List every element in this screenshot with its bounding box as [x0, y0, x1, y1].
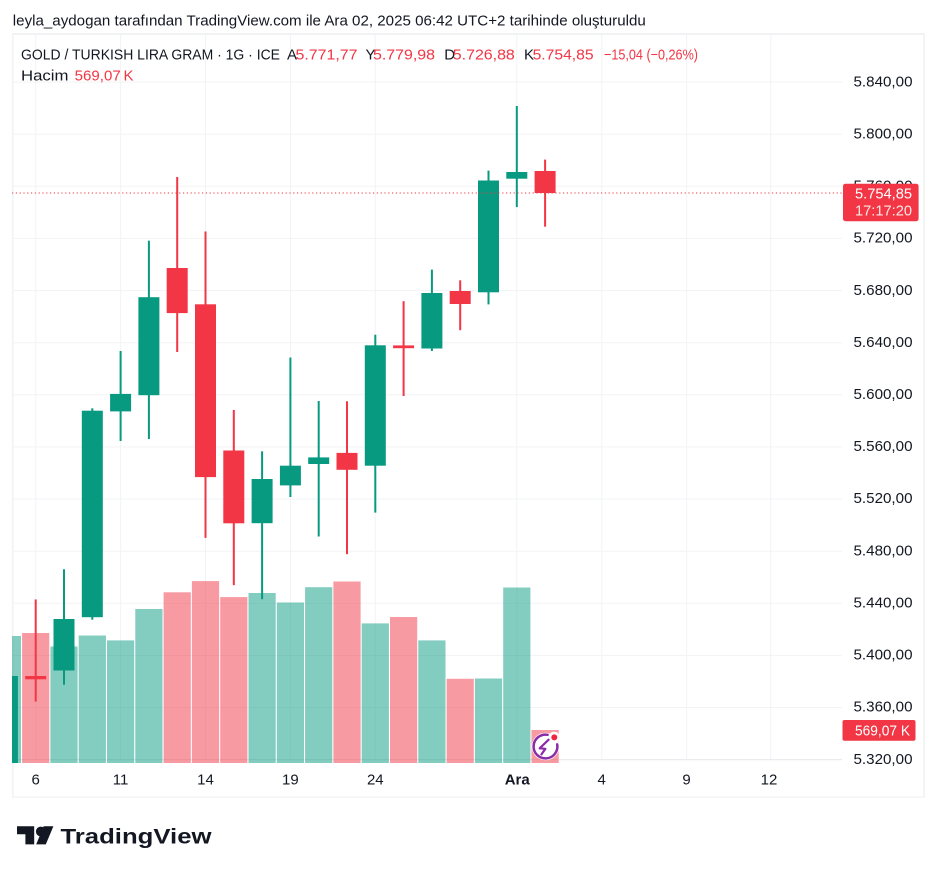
svg-text:Ara: Ara [505, 772, 531, 789]
svg-text:5.771,77: 5.771,77 [296, 47, 358, 64]
svg-text:5.520,00: 5.520,00 [854, 490, 913, 507]
svg-text:GOLD / TURKISH LIRA GRAM · 1G: GOLD / TURKISH LIRA GRAM · 1G · ICE [21, 47, 280, 64]
svg-text:5.680,00: 5.680,00 [854, 282, 913, 299]
svg-text:14: 14 [197, 772, 214, 789]
svg-text:17:17:20: 17:17:20 [855, 203, 912, 220]
svg-text:5.640,00: 5.640,00 [854, 334, 913, 351]
svg-text:5.726,88: 5.726,88 [453, 47, 515, 64]
svg-text:K: K [524, 47, 534, 64]
svg-text:5.754,85: 5.754,85 [855, 185, 912, 202]
svg-text:5.600,00: 5.600,00 [854, 386, 913, 403]
svg-text:569,07: 569,07 [75, 68, 121, 85]
svg-text:5.779,98: 5.779,98 [373, 47, 435, 64]
svg-text:K: K [124, 68, 134, 85]
svg-text:5.440,00: 5.440,00 [854, 594, 913, 611]
svg-text:−15,04 (−0,26%): −15,04 (−0,26%) [604, 47, 698, 64]
svg-text:19: 19 [282, 772, 299, 789]
svg-text:5.480,00: 5.480,00 [854, 542, 913, 559]
svg-text:leyla_aydogan tarafından Tradi: leyla_aydogan tarafından TradingView.com… [13, 13, 646, 30]
svg-text:24: 24 [367, 772, 384, 789]
svg-text:12: 12 [761, 772, 778, 789]
svg-text:TradingView: TradingView [61, 825, 212, 849]
svg-text:5.320,00: 5.320,00 [854, 751, 913, 768]
svg-text:569,07 K: 569,07 K [855, 722, 910, 739]
svg-text:5.720,00: 5.720,00 [854, 230, 913, 247]
svg-text:5.840,00: 5.840,00 [854, 73, 913, 90]
svg-text:5.754,85: 5.754,85 [533, 47, 594, 64]
svg-text:6: 6 [32, 772, 40, 789]
svg-text:Y: Y [366, 47, 376, 64]
svg-text:D: D [444, 47, 455, 64]
svg-text:5.400,00: 5.400,00 [854, 647, 913, 664]
svg-text:11: 11 [113, 772, 129, 789]
svg-text:Hacim: Hacim [21, 68, 69, 85]
svg-text:4: 4 [598, 772, 606, 789]
svg-text:A: A [287, 47, 297, 64]
svg-text:5.360,00: 5.360,00 [854, 699, 913, 716]
svg-text:9: 9 [682, 772, 690, 789]
svg-text:5.560,00: 5.560,00 [854, 438, 913, 455]
svg-text:5.800,00: 5.800,00 [854, 125, 913, 142]
